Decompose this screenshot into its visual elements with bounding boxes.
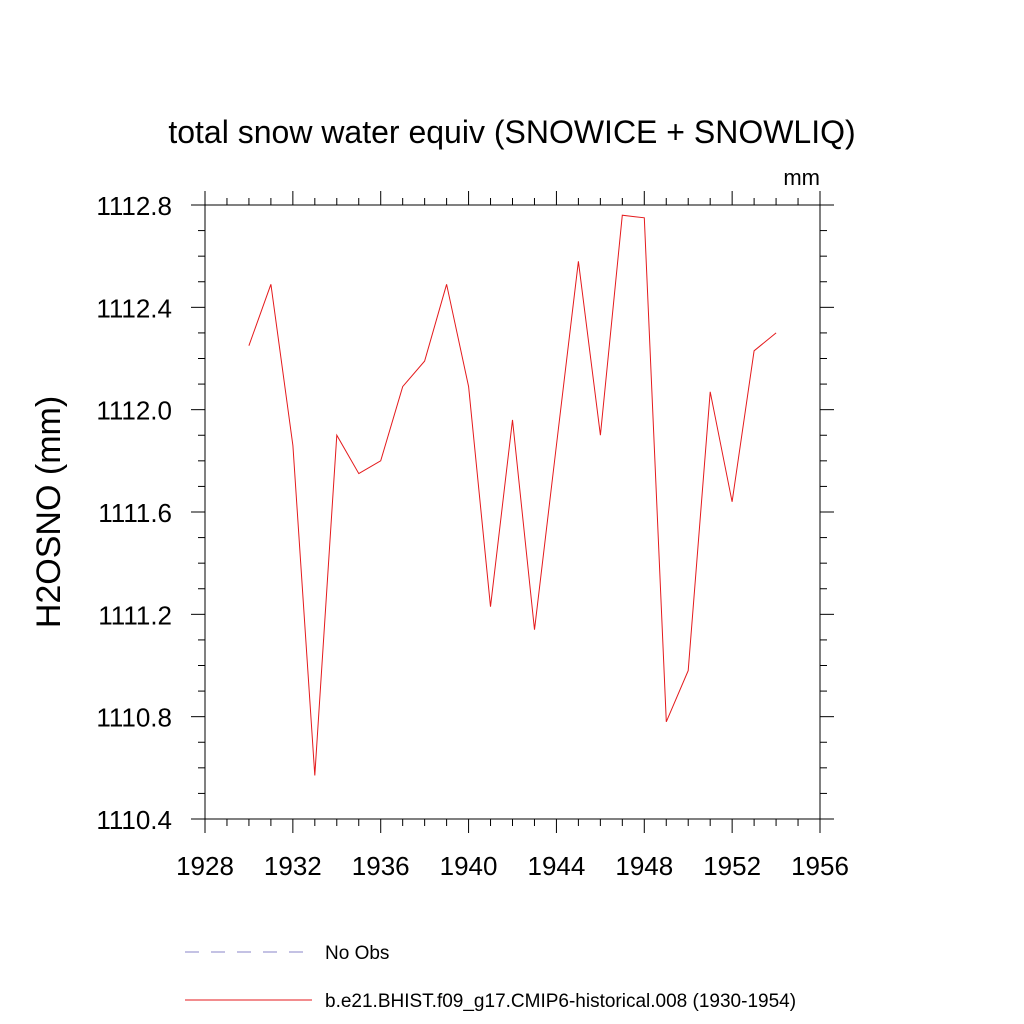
units-label: mm	[783, 165, 820, 190]
y-tick-label: 1112.8	[96, 191, 172, 221]
series-line	[248, 214, 777, 776]
y-axis-label: H2OSNO (mm)	[30, 396, 68, 628]
x-tick-label: 1936	[352, 851, 410, 881]
legend-label: No Obs	[325, 943, 389, 964]
y-tick-label: 1110.8	[96, 703, 172, 733]
y-tick-label: 1112.4	[96, 293, 172, 323]
series-layer	[248, 214, 777, 776]
x-tick-label: 1956	[791, 851, 849, 881]
chart-title: total snow water equiv (SNOWICE + SNOWLI…	[168, 114, 855, 150]
y-tick-label: 1111.2	[98, 600, 172, 630]
tick-marks	[191, 191, 834, 833]
x-tick-label: 1928	[176, 851, 234, 881]
y-tick-label: 1110.4	[96, 805, 172, 835]
legend: No Obs b.e21.BHIST.f09_g17.CMIP6-historic…	[185, 943, 796, 1012]
x-tick-label: 1932	[264, 851, 322, 881]
x-tick-label: 1952	[703, 851, 761, 881]
y-tick-label: 1112.0	[96, 396, 172, 426]
x-tick-label: 1944	[528, 851, 586, 881]
x-tick-label: 1940	[440, 851, 498, 881]
x-tick-label: 1948	[615, 851, 673, 881]
y-tick-label: 1111.6	[98, 498, 172, 528]
tick-labels: 1928 1932 1936 1940 1944 1948 1952 1956 1110.4 11…	[96, 191, 849, 881]
legend-label: b.e21.BHIST.f09_g17.CMIP6-historical.008…	[325, 991, 796, 1012]
